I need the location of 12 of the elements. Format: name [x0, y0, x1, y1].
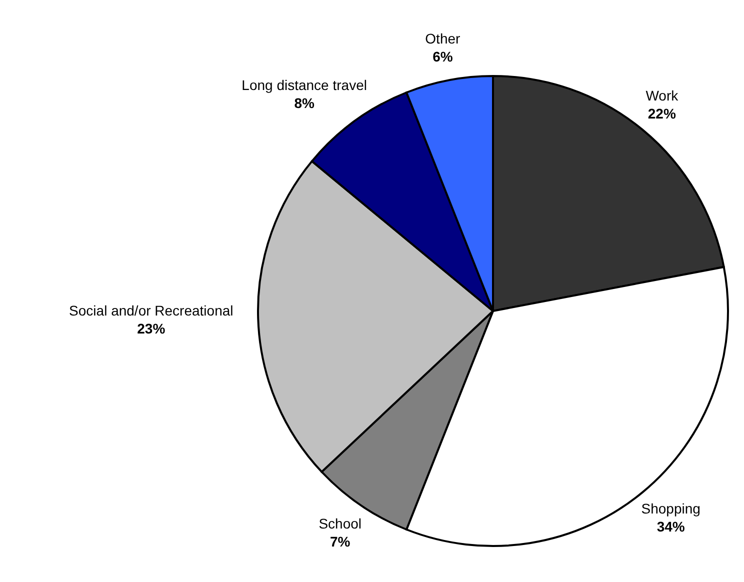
slice-label: School	[318, 516, 362, 532]
data-label: 8%	[294, 95, 315, 112]
slice-label: Long distance travel	[242, 77, 367, 94]
data-label: 34%	[656, 518, 686, 534]
slice-label: Social and/or Recreational	[69, 302, 234, 318]
slice-label: Shopping	[641, 500, 700, 516]
slice-label: Other	[425, 30, 461, 47]
data-label: 6%	[432, 48, 454, 65]
slice-label: Work	[646, 88, 680, 104]
data-label: 23%	[137, 320, 166, 336]
data-label: 7%	[330, 534, 351, 550]
data-label: 22%	[648, 106, 676, 122]
